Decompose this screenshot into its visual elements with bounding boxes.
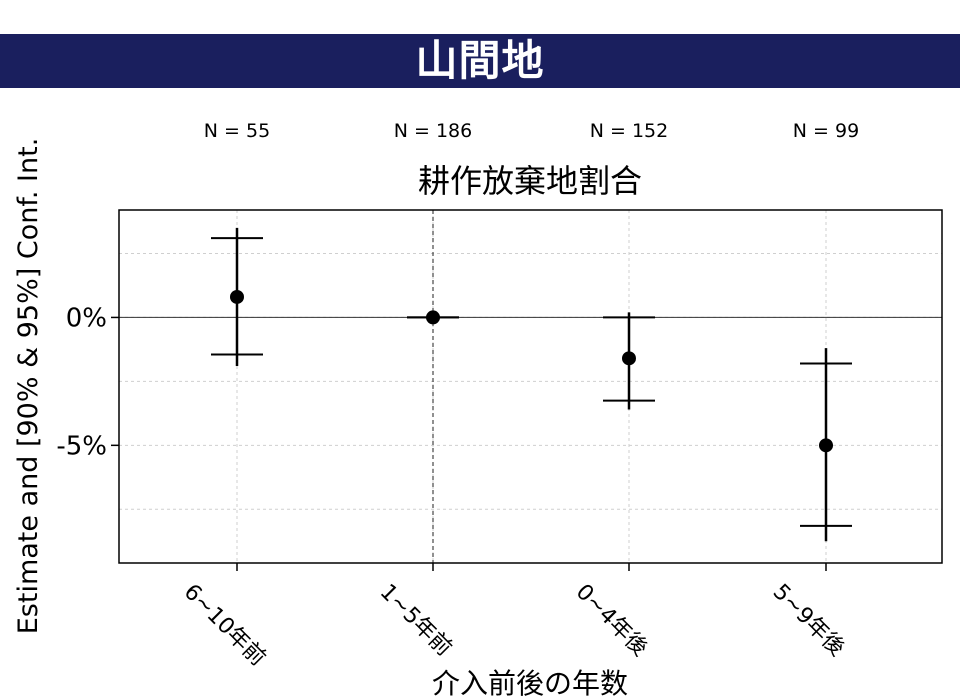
chart-title: 耕作放棄地割合 bbox=[418, 162, 642, 200]
estimate-point bbox=[426, 310, 440, 325]
x-tick-label: 1~5年前 bbox=[375, 580, 457, 662]
y-tick-label: -5% bbox=[56, 431, 107, 461]
x-axis-label: 介入前後の年数 bbox=[432, 667, 628, 700]
grid-layer bbox=[119, 210, 942, 563]
axis-layer: 0% -5% 6~10年前 N = 55 1~5年前 N = 186 0~4年後 N = 15… bbox=[56, 120, 859, 671]
y-tick-label: 0% bbox=[66, 303, 107, 333]
x-tick-label: 0~4年後 bbox=[571, 580, 653, 662]
x-tick-label: 6~10年前 bbox=[179, 580, 271, 672]
plot-frame bbox=[118, 209, 943, 564]
n-count-label: N = 186 bbox=[394, 120, 472, 142]
y-axis-label: Estimate and [90% & 95%] Conf. Int. bbox=[13, 138, 44, 635]
estimate-point bbox=[622, 351, 636, 366]
n-count-label: N = 99 bbox=[793, 120, 859, 142]
error-bars-layer bbox=[211, 227, 852, 542]
estimate-point bbox=[819, 438, 833, 453]
n-count-label: N = 55 bbox=[204, 120, 270, 142]
n-count-label: N = 152 bbox=[590, 120, 668, 142]
banner-title: 山間地 bbox=[415, 36, 545, 85]
title-banner: 山間地 bbox=[0, 34, 960, 88]
estimate-point bbox=[230, 289, 244, 304]
x-tick-label: 5~9年後 bbox=[768, 580, 850, 662]
